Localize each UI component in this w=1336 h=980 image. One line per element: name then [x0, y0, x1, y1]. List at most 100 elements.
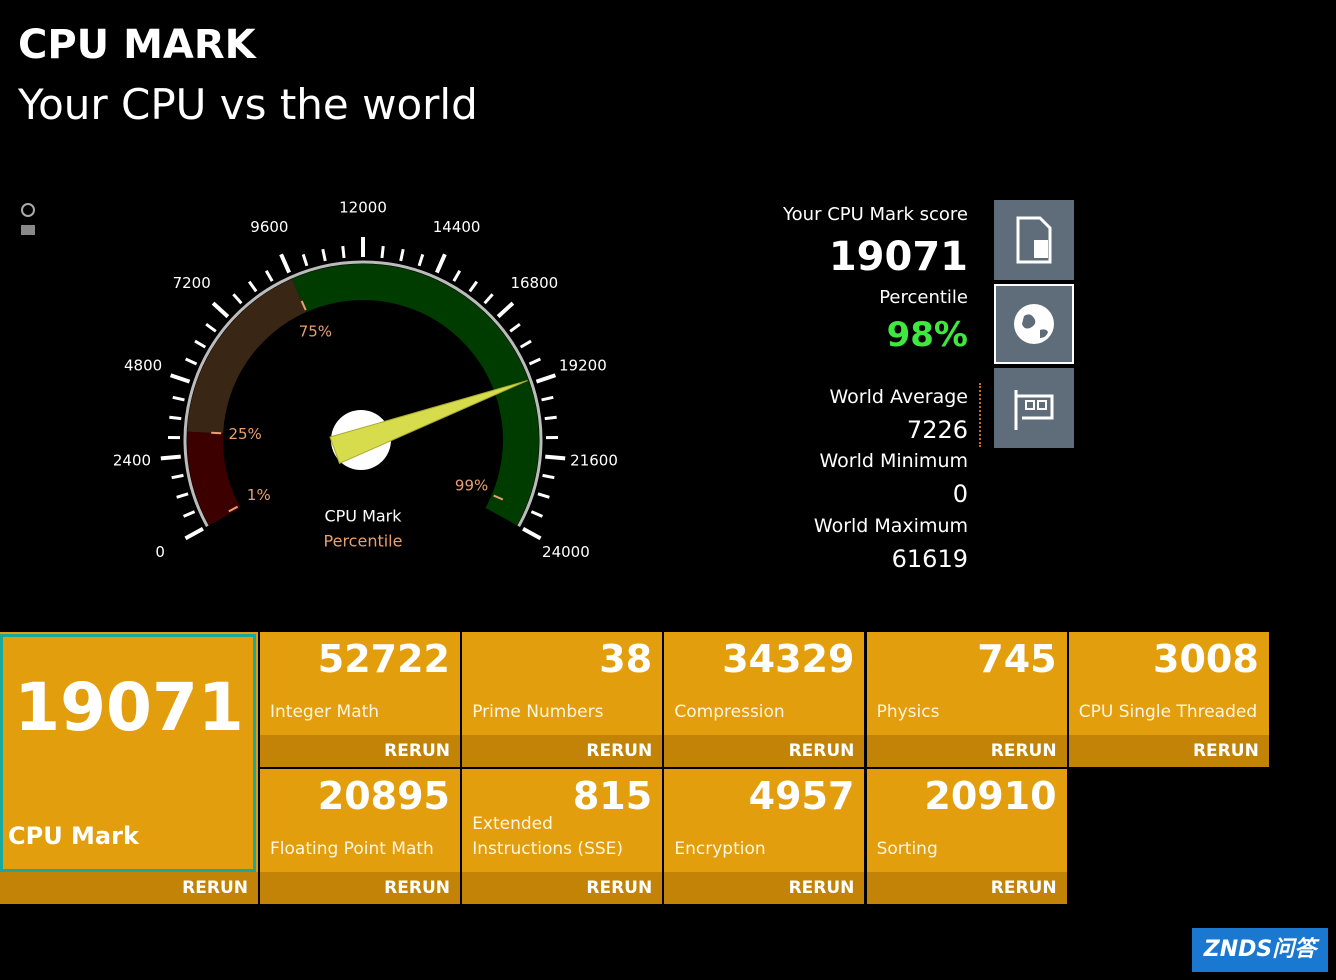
- test-tile: 52722 Integer Math RERUN: [260, 632, 460, 767]
- rerun-button[interactable]: RERUN: [866, 872, 1067, 904]
- gauge-minor-tick: [509, 322, 521, 333]
- gauge-zone: [187, 278, 307, 434]
- test-tile: 38 Prime Numbers RERUN: [462, 632, 663, 767]
- main-tile: 19071 CPU Mark RERUN: [0, 632, 258, 904]
- main-tile-frame: [0, 634, 256, 872]
- gauge-tick: [211, 301, 230, 319]
- gauge-tick: [545, 454, 566, 461]
- test-label: Floating Point Math: [270, 839, 434, 859]
- test-tile: 4957 Encryption RERUN: [664, 769, 865, 904]
- gauge-minor-tick: [205, 322, 217, 333]
- gauge-tick: [169, 373, 191, 384]
- gauge-minor-tick: [380, 245, 385, 259]
- test-score: 38: [599, 637, 653, 681]
- gauge-minor-tick: [169, 415, 182, 421]
- watermark: ZNDS问答: [1192, 928, 1328, 972]
- gauge-caption-sub: Percentile: [324, 532, 403, 551]
- test-label: Physics: [876, 702, 940, 722]
- gauge: 0 2400 4800 7200 9600 12000 14400 16800 19200 216…: [21, 199, 618, 561]
- hardware-button[interactable]: [994, 368, 1074, 448]
- gauge-tick-label: 19200: [559, 357, 607, 375]
- gauge-minor-tick: [341, 245, 346, 259]
- gauge-tick-label: 14400: [433, 218, 481, 236]
- test-score: 745: [977, 637, 1057, 681]
- rerun-button[interactable]: RERUN: [0, 872, 258, 904]
- maximum-label: World Maximum: [813, 515, 968, 537]
- test-score: 34329: [722, 637, 855, 681]
- gauge-minor-tick: [399, 248, 405, 262]
- gauge-zone: [291, 263, 539, 526]
- gauge-minor-tick: [185, 357, 198, 366]
- gauge-tick-label: 0: [155, 543, 165, 561]
- gauge-tick-label: 12000: [339, 199, 387, 217]
- rerun-button[interactable]: RERUN: [866, 735, 1067, 767]
- test-label: Extended Instructions (SSE): [472, 814, 624, 859]
- title: CPU MARK: [18, 22, 256, 68]
- percentile-tick: [228, 505, 239, 513]
- test-score: 4957: [748, 774, 855, 818]
- divider: [979, 383, 981, 447]
- gauge-tick: [496, 301, 515, 319]
- gauge-tick: [279, 253, 291, 274]
- test-label: Prime Numbers: [472, 702, 604, 722]
- score: 19071: [828, 234, 968, 280]
- test-tile: 745 Physics RERUN: [866, 632, 1067, 767]
- gauge-minor-tick: [194, 339, 207, 349]
- score-label: Your CPU Mark score: [783, 204, 968, 225]
- test-tile: 20895 Floating Point Math RERUN: [260, 769, 460, 904]
- test-label: Compression: [674, 702, 785, 722]
- gauge-minor-tick: [172, 395, 185, 402]
- rerun-button[interactable]: RERUN: [664, 872, 865, 904]
- gauge-minor-tick: [264, 269, 274, 282]
- rerun-button[interactable]: RERUN: [260, 872, 460, 904]
- test-tile: 815 Extended Instructions (SSE) RERUN: [462, 769, 663, 904]
- rerun-button[interactable]: RERUN: [664, 735, 865, 767]
- main-score: 19071: [14, 669, 244, 746]
- minimum: 0: [952, 480, 968, 508]
- test-label: Sorting: [876, 839, 938, 859]
- test-label: CPU Single Threaded: [1078, 702, 1258, 722]
- gauge-minor-tick: [321, 248, 327, 262]
- percentile-tick: [493, 494, 504, 501]
- gauge-tick-label: 21600: [570, 452, 618, 470]
- help-icon[interactable]: [21, 203, 35, 217]
- gauge-minor-tick: [301, 253, 309, 267]
- gauge-minor-tick: [541, 395, 554, 402]
- main-label: CPU Mark: [8, 822, 139, 850]
- test-score: 3008: [1153, 637, 1259, 681]
- chart-icon[interactable]: [21, 225, 35, 235]
- percentile-label: 1%: [247, 486, 271, 504]
- test-label: Encryption: [674, 839, 766, 859]
- gauge-tick-label: 4800: [124, 357, 162, 375]
- gauge-rim: [183, 260, 543, 528]
- rerun-button[interactable]: RERUN: [1068, 735, 1269, 767]
- maximum: 61619: [891, 545, 968, 573]
- percentile-label: Percentile: [879, 287, 968, 308]
- gauge-zone: [187, 431, 241, 526]
- gauge-tick-label: 16800: [510, 274, 558, 292]
- gauge-tick-label: 24000: [542, 543, 590, 561]
- gauge-tick-label: 2400: [113, 452, 151, 470]
- gauge-minor-tick: [530, 510, 544, 518]
- report-button[interactable]: [994, 200, 1074, 280]
- percentile-label: 25%: [228, 425, 261, 443]
- gauge-minor-tick: [452, 269, 462, 282]
- gauge-minor-tick: [519, 339, 532, 349]
- gauge-minor-tick: [528, 357, 541, 366]
- gauge-minor-tick: [544, 415, 557, 421]
- rerun-button[interactable]: RERUN: [462, 735, 663, 767]
- percentile: 98%: [886, 315, 968, 355]
- world-button[interactable]: [994, 284, 1074, 364]
- minimum-label: World Minimum: [819, 450, 968, 472]
- needle: [329, 380, 528, 465]
- gauge-minor-tick: [468, 280, 479, 293]
- rerun-button[interactable]: RERUN: [462, 872, 663, 904]
- gauge-tick: [184, 526, 204, 541]
- gauge-minor-tick: [247, 280, 258, 293]
- percentile-tick: [300, 300, 307, 311]
- gauge-tick: [522, 526, 542, 541]
- subtitle: Your CPU vs the world: [18, 80, 478, 129]
- test-score: 815: [572, 774, 653, 818]
- gauge-tick: [160, 454, 181, 461]
- rerun-button[interactable]: RERUN: [260, 735, 460, 767]
